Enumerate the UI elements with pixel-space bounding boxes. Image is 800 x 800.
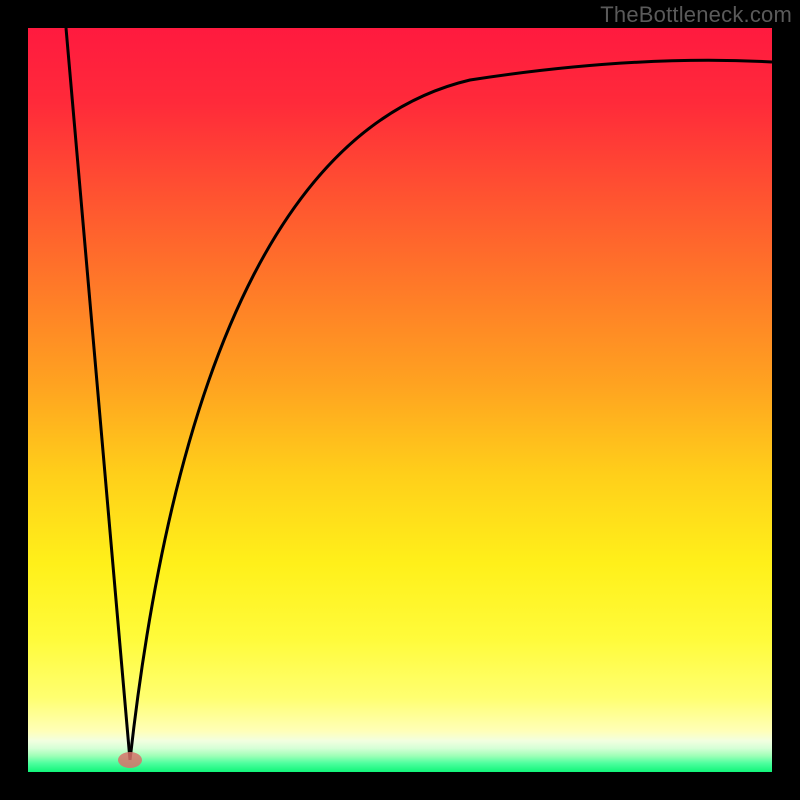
watermark-text: TheBottleneck.com	[600, 2, 792, 28]
bottleneck-chart	[0, 0, 800, 800]
chart-background	[28, 28, 772, 772]
chart-frame	[0, 0, 800, 800]
optimal-point-marker	[118, 752, 142, 768]
